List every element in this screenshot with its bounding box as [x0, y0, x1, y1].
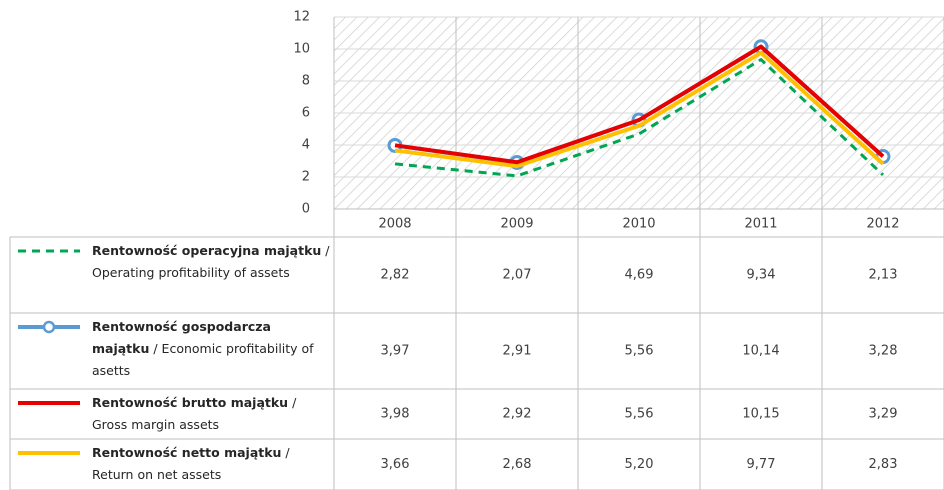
series-name-en: / Operating profitability of assets [92, 243, 330, 280]
plot-lines [387, 39, 891, 178]
x-tick-label: 2008 [378, 217, 411, 232]
series-line [394, 50, 885, 169]
legend-entry: Rentowność gospodarcza majątku / Economi… [92, 316, 332, 382]
table-value: 2,82 [381, 268, 410, 283]
table-value: 3,29 [869, 407, 898, 422]
table-value: 3,66 [381, 457, 410, 472]
legend-key-marker [42, 320, 56, 334]
legend-entry: Rentowność netto majątku / Return on net… [92, 442, 332, 486]
table-value: 5,56 [625, 344, 654, 359]
series-line [394, 58, 885, 178]
legend-entry: Rentowność operacyjna majątku / Operatin… [92, 240, 332, 284]
series-name-en: / Return on net assets [92, 445, 290, 482]
table-value: 10,14 [742, 344, 779, 359]
table-value: 2,92 [503, 407, 532, 422]
series-name-en: / Gross margin assets [92, 395, 297, 432]
table-value: 2,91 [503, 344, 532, 359]
x-tick-label: 2011 [744, 217, 777, 232]
y-tick-label: 0 [302, 202, 310, 217]
legend-entry: Rentowność brutto majątku / Gross margin… [92, 392, 332, 436]
table-value: 9,77 [747, 457, 776, 472]
y-tick-label: 2 [302, 170, 310, 185]
series-name-en: / Economic profitability of asetts [92, 341, 314, 378]
series-name: Rentowność netto majątku [92, 445, 282, 460]
series-name: Rentowność gospodarcza majątku [92, 319, 271, 356]
series-line [394, 44, 885, 165]
series-name: Rentowność operacyjna majątku [92, 243, 322, 258]
x-tick-label: 2012 [866, 217, 899, 232]
table-value: 5,20 [625, 457, 654, 472]
series-name: Rentowność brutto majątku [92, 395, 289, 410]
table-value: 2,13 [869, 268, 898, 283]
y-tick-label: 10 [293, 42, 310, 57]
table-value: 4,69 [625, 268, 654, 283]
y-tick-label: 12 [293, 10, 310, 25]
x-tick-label: 2009 [500, 217, 533, 232]
x-tick-label: 2010 [622, 217, 655, 232]
table-value: 9,34 [747, 268, 776, 283]
table-value: 3,98 [381, 407, 410, 422]
table-value: 5,56 [625, 407, 654, 422]
table-value: 3,97 [381, 344, 410, 359]
table-value: 10,15 [742, 407, 779, 422]
y-tick-label: 6 [302, 106, 310, 121]
y-tick-label: 4 [302, 138, 310, 153]
table-value: 2,07 [503, 268, 532, 283]
y-tick-label: 8 [302, 74, 310, 89]
table-value: 3,28 [869, 344, 898, 359]
table-value: 2,83 [869, 457, 898, 472]
table-value: 2,68 [503, 457, 532, 472]
